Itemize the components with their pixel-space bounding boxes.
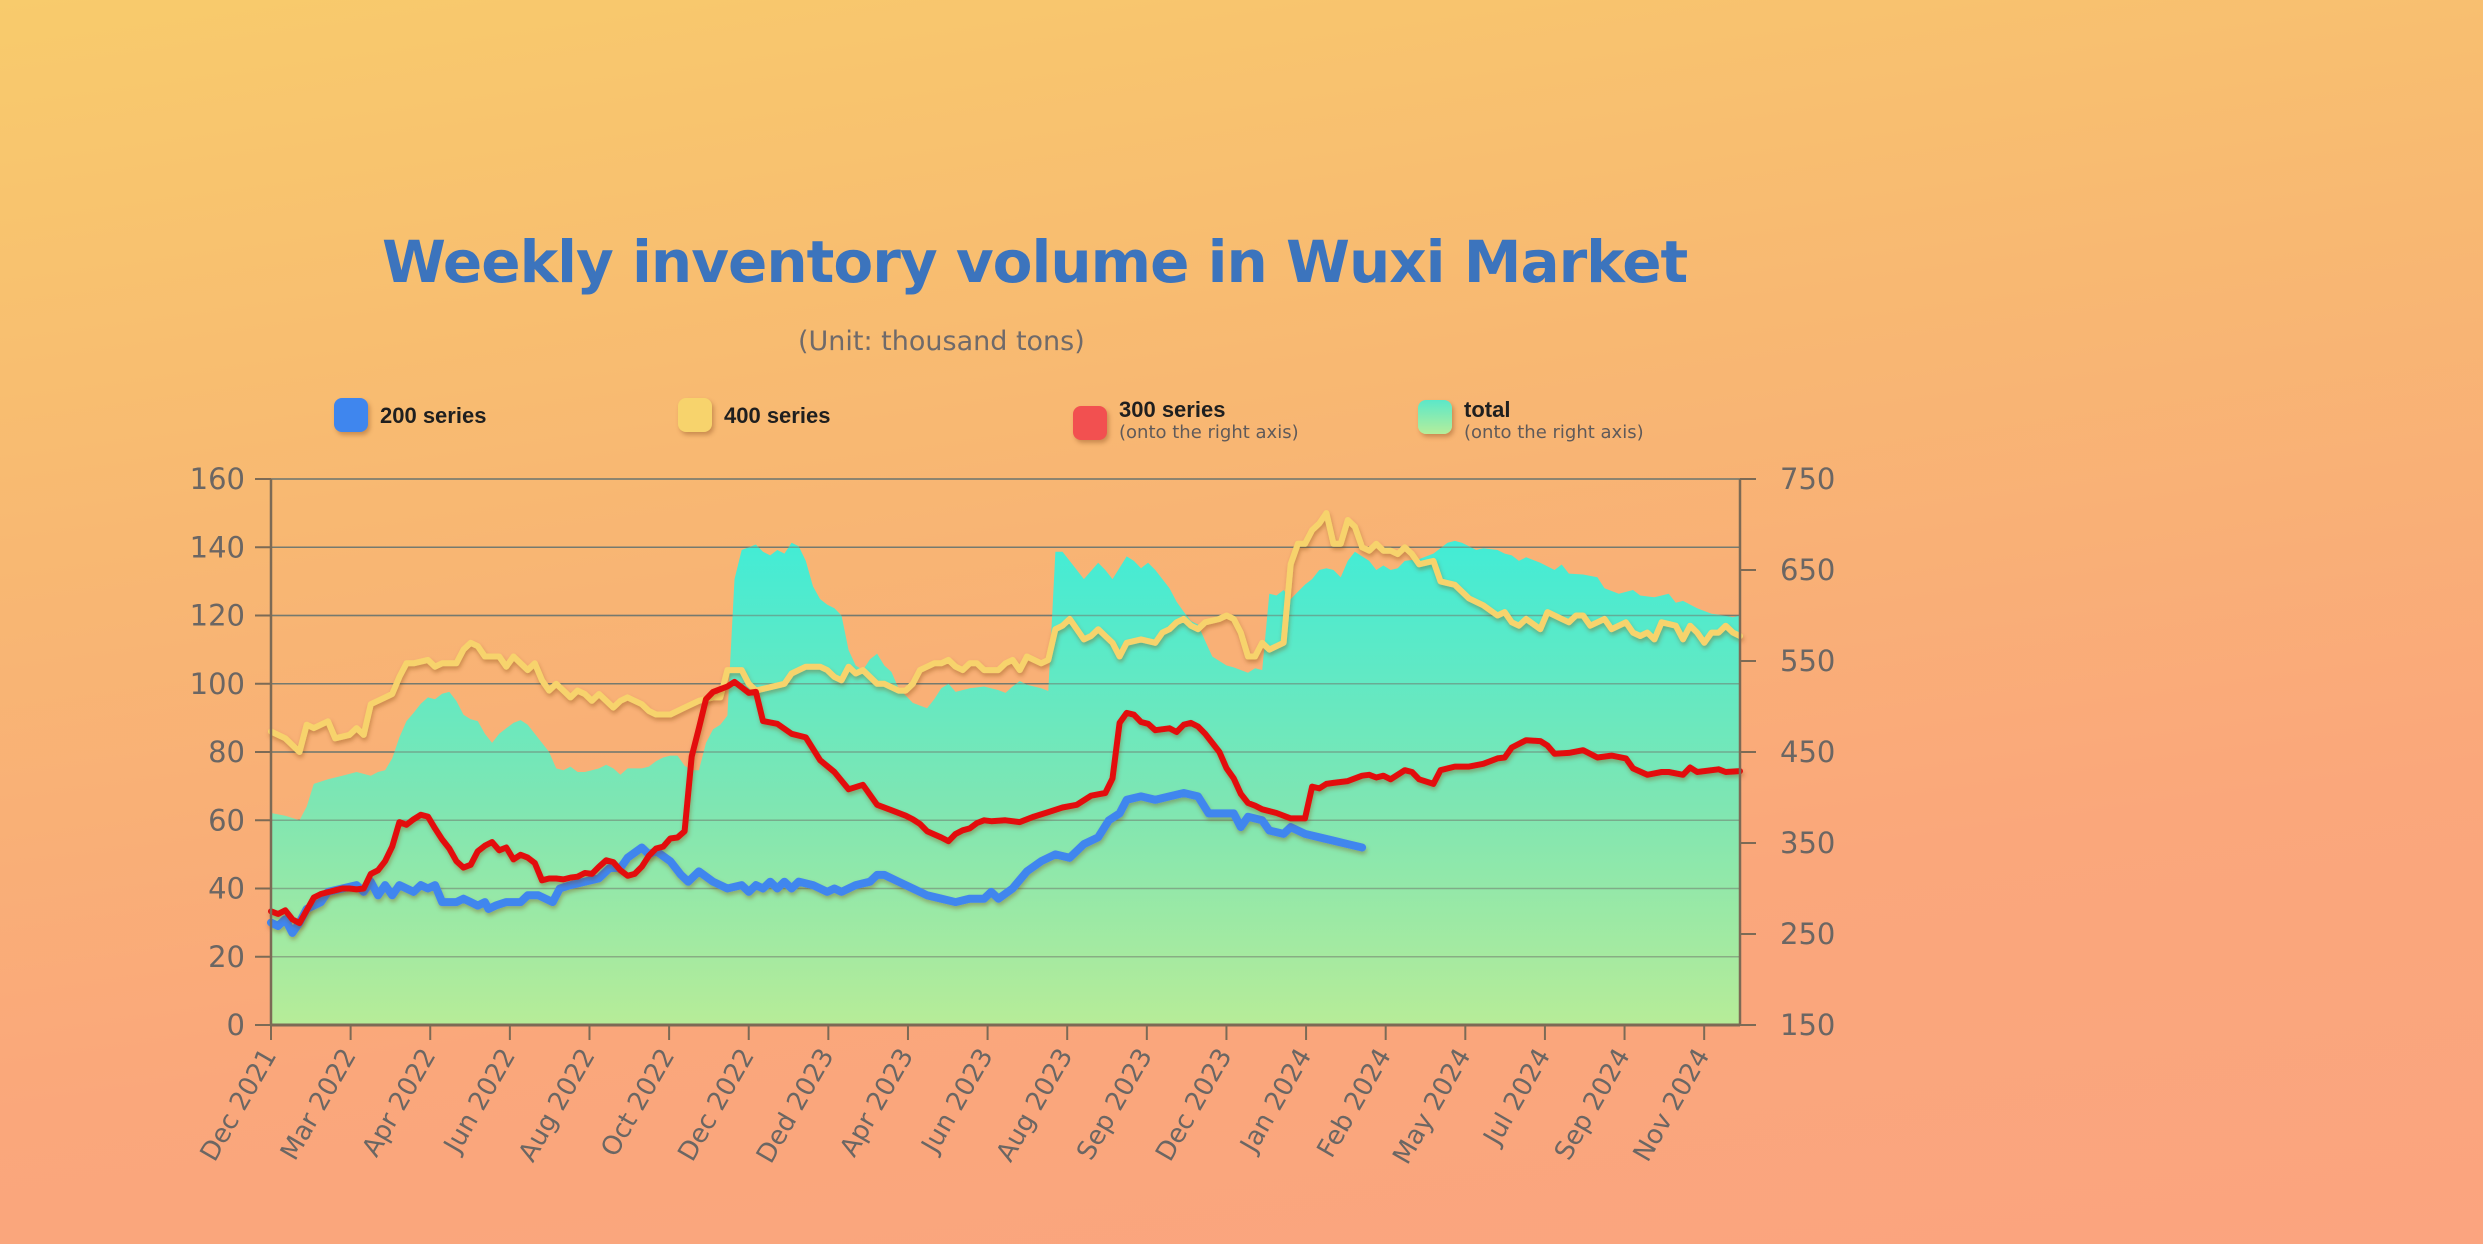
- series-line-200-series: [267, 789, 1367, 937]
- left-tick-label-120: 120: [190, 599, 245, 633]
- series-lines-layer: [267, 510, 1743, 937]
- x-tick-label-8: Apr 2023: [834, 1044, 920, 1162]
- x-tick-label-9: Jun 2023: [915, 1044, 1000, 1160]
- x-tick-label-17: Sep 2024: [1549, 1044, 1637, 1166]
- left-tick-label-160: 160: [190, 462, 245, 496]
- legend-item-300-series[interactable]: 300 series (onto the right axis): [1073, 398, 1299, 444]
- legend-swatch-300-series: [1073, 406, 1107, 440]
- left-tick-label-40: 40: [208, 872, 245, 906]
- series-area-total: [271, 540, 1740, 1025]
- x-tick-label-15: May 2024: [1387, 1044, 1477, 1170]
- x-tick-label-1: Mar 2022: [275, 1044, 363, 1166]
- right-tick-label-750: 750: [1780, 462, 1835, 496]
- right-tick-label-350: 350: [1780, 826, 1835, 860]
- x-tick-label-11: Sep 2023: [1071, 1044, 1159, 1166]
- legend-item-200-series[interactable]: 200 series: [334, 398, 486, 432]
- legend-label-200-series: 200 series: [380, 403, 487, 428]
- x-tick-label-2: Apr 2022: [357, 1044, 443, 1162]
- chart-subtitle: (Unit: thousand tons): [798, 326, 1085, 357]
- x-tick-label-6: Dec 2022: [672, 1044, 760, 1167]
- right-tick-label-150: 150: [1780, 1008, 1835, 1042]
- x-tick-label-7: Ded 2023: [751, 1044, 840, 1169]
- x-tick-label-3: Jun 2022: [437, 1044, 522, 1160]
- x-tick-label-14: Feb 2024: [1312, 1044, 1398, 1163]
- right-tick-label-450: 450: [1780, 735, 1835, 769]
- left-tick-label-100: 100: [190, 667, 245, 701]
- legend-label-300-series: 300 series: [1119, 397, 1226, 422]
- left-tick-label-0: 0: [227, 1008, 245, 1042]
- left-tick-label-140: 140: [190, 530, 245, 564]
- left-tick-label-80: 80: [208, 735, 245, 769]
- x-tick-label-18: Nov 2024: [1628, 1044, 1717, 1167]
- legend-note-300-series: (onto the right axis): [1119, 422, 1299, 443]
- x-tick-label-16: Jul 2024: [1477, 1044, 1557, 1152]
- x-tick-label-13: Jan 2024: [1234, 1044, 1318, 1160]
- total-area-layer: [271, 478, 1740, 1025]
- left-tick-label-20: 20: [208, 940, 245, 974]
- legend-item-400-series[interactable]: 400 series: [678, 398, 830, 432]
- legend-swatch-400-series: [678, 398, 712, 432]
- legend-note-total: (onto the right axis): [1464, 422, 1644, 443]
- legend-swatch-200-series: [334, 398, 368, 432]
- legend-label-400-series: 400 series: [724, 403, 831, 428]
- x-tick-label-5: Oct 2022: [595, 1044, 681, 1162]
- x-tick-label-12: Dec 2023: [1150, 1044, 1238, 1167]
- legend-item-total[interactable]: total (onto the right axis): [1418, 398, 1644, 444]
- legend-swatch-total: [1418, 400, 1452, 434]
- right-tick-label-650: 650: [1780, 553, 1835, 587]
- legend-label-total: total: [1464, 397, 1511, 422]
- x-tick-label-0: Dec 2021: [195, 1044, 283, 1167]
- chart-title: Weekly inventory volume in Wuxi Market: [382, 228, 1688, 296]
- left-tick-label-60: 60: [208, 803, 245, 837]
- series-line-300-series: [268, 678, 1743, 927]
- x-tick-label-4: Aug 2022: [513, 1044, 602, 1167]
- right-tick-label-250: 250: [1780, 917, 1835, 951]
- right-tick-label-550: 550: [1780, 644, 1835, 678]
- x-tick-label-10: Aug 2023: [991, 1044, 1080, 1167]
- series-line-400-series: [268, 510, 1743, 755]
